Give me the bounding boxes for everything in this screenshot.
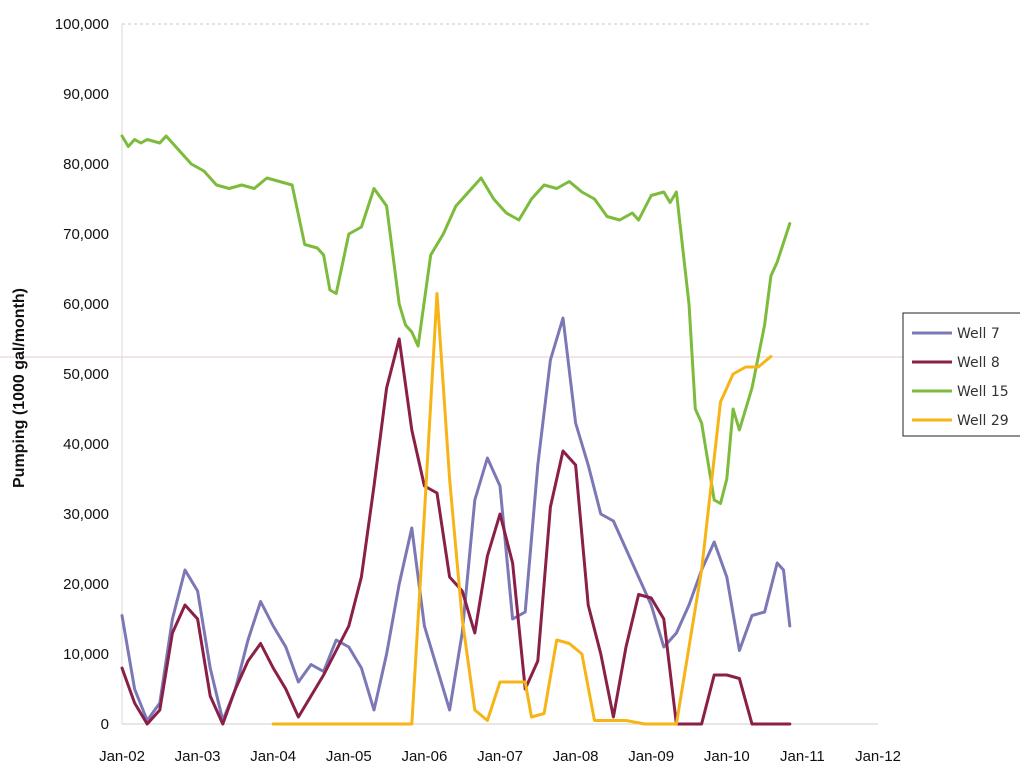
x-tick-label: Jan-04 (250, 748, 296, 765)
y-tick-label: 10,000 (63, 646, 109, 663)
y-tick-label: 50,000 (63, 366, 109, 383)
y-tick-label: 30,000 (63, 506, 109, 523)
series-line-well-15 (120, 134, 792, 505)
y-axis-tick-labels: 0 10,000 20,000 30,000 40,000 50,000 60,000 70,… (55, 16, 109, 733)
series-line-well-8 (120, 337, 792, 726)
y-axis-label: Pumping (1000 gal/month) (11, 288, 28, 488)
x-axis-tick-labels: Jan-02 Jan-03 Jan-04 Jan-05 Jan-06 Jan-07 Jan-… (99, 748, 901, 765)
x-tick-label: Jan-07 (477, 748, 523, 765)
x-tick-label: Jan-03 (175, 748, 221, 765)
y-tick-label: 100,000 (55, 16, 109, 33)
y-tick-label: 90,000 (63, 86, 109, 103)
series-line-well-29 (271, 292, 773, 726)
x-tick-label: Jan-11 (780, 748, 825, 765)
x-tick-label: Jan-10 (704, 748, 750, 765)
x-tick-label: Jan-02 (99, 748, 145, 765)
x-tick-label: Jan-05 (326, 748, 372, 765)
x-tick-label: Jan-08 (553, 748, 599, 765)
x-tick-label: Jan-06 (401, 748, 447, 765)
series-line-well-7 (120, 316, 792, 722)
legend-label: Well 29 (957, 413, 1009, 429)
y-tick-label: 20,000 (63, 576, 109, 593)
legend-label: Well 15 (957, 384, 1009, 400)
x-tick-label: Jan-09 (628, 748, 674, 765)
plot-area-lines (0, 23, 1020, 725)
legend-label: Well 7 (957, 326, 1000, 342)
y-tick-label: 80,000 (63, 156, 109, 173)
legend-label: Well 8 (957, 355, 1000, 371)
y-tick-label: 0 (101, 716, 109, 733)
y-tick-label: 40,000 (63, 436, 109, 453)
series-lines (120, 134, 792, 726)
y-tick-label: 70,000 (63, 226, 109, 243)
y-tick-label: 60,000 (63, 296, 109, 313)
x-tick-label: Jan-12 (855, 748, 901, 765)
legend: Well 7 Well 8 Well 15 Well 29 (902, 312, 1020, 437)
